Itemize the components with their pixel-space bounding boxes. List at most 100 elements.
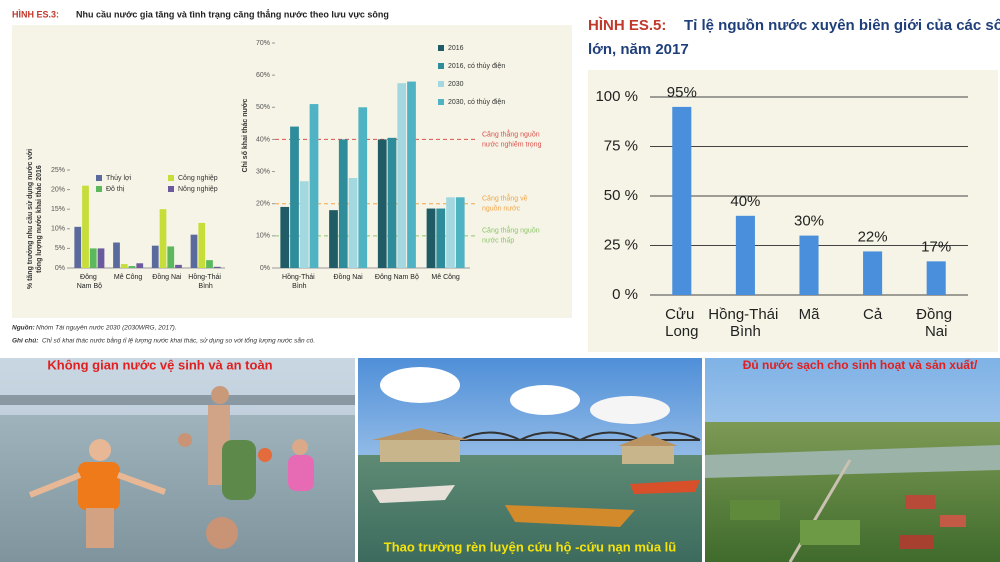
- y-tick-label: 0%: [260, 265, 270, 272]
- y-tick-label: 25 %: [604, 236, 638, 253]
- x-tick-label: Cả: [863, 306, 883, 323]
- bar: [198, 222, 206, 268]
- y-tick-label: 30%: [256, 168, 270, 175]
- bar: [735, 215, 755, 295]
- y-tick-label: 0%: [55, 265, 65, 272]
- y-tick-label: 40%: [256, 136, 270, 143]
- bar: [672, 106, 692, 296]
- bar: [387, 137, 397, 268]
- bar: [309, 104, 319, 268]
- x-tick-label: Mê Công: [431, 274, 460, 281]
- photo: [358, 358, 702, 562]
- x-tick-label: Mã: [799, 306, 820, 323]
- legend-swatch: [438, 81, 444, 87]
- legend-swatch: [438, 45, 444, 51]
- figure-label: HÌNH ES.3:: [12, 9, 59, 19]
- y-tick-label: 5%: [55, 245, 65, 252]
- legend-label: 2016, có thủy điện: [448, 62, 505, 70]
- reference-label: nguồn nước: [482, 204, 521, 213]
- legend-label: Đô thị: [106, 186, 125, 193]
- x-tick-label: Đồng Nai: [916, 306, 956, 340]
- y-tick-label: 50 %: [604, 187, 638, 204]
- y-tick-label: 100 %: [595, 88, 638, 105]
- value-label: 40%: [730, 193, 760, 210]
- bar: [436, 208, 446, 268]
- bar: [377, 139, 387, 268]
- y-tick-label: 0 %: [612, 286, 638, 303]
- bar: [151, 245, 159, 268]
- y-axis-title: tổng lượng nước khai thác 2016: [35, 165, 43, 273]
- reference-label: Căng thẳng nguồn: [482, 129, 540, 138]
- legend-swatch: [438, 99, 444, 105]
- legend-swatch: [438, 63, 444, 69]
- bar: [206, 260, 213, 268]
- source: Nhóm Tài nguyên nước 2030 (2030WRG, 2017…: [36, 325, 177, 332]
- legend-swatch: [96, 175, 102, 181]
- bar: [128, 266, 136, 268]
- figure-title: Tỉ lệ nguồn nước xuyên biên giới của các…: [684, 17, 1000, 34]
- bar: [167, 246, 175, 268]
- reference-label: nước thấp: [482, 236, 514, 245]
- y-tick-label: 75 %: [604, 137, 638, 154]
- y-tick-label: 10%: [51, 226, 65, 233]
- photo-caption: Đủ nước sạch cho sinh hoạt và sản xuất/: [743, 358, 978, 372]
- bar: [136, 263, 144, 268]
- x-tick-label: Đông Nam Bộ: [77, 274, 102, 290]
- legend-label: Thủy lợi: [106, 174, 132, 182]
- x-tick-label: Đồng Nai: [334, 272, 364, 281]
- x-tick-label: Đông Nam Bộ: [375, 274, 419, 281]
- bar: [89, 248, 97, 268]
- bar: [299, 181, 309, 268]
- x-tick-label: Cửu Long: [665, 306, 698, 340]
- x-tick-label: Đồng Nai: [152, 272, 182, 281]
- bar: [329, 210, 338, 268]
- bar: [74, 226, 82, 268]
- bar: [113, 242, 120, 268]
- reference-label: Căng thẳng nguồn: [482, 226, 540, 235]
- bar: [97, 248, 105, 268]
- value-label: 17%: [921, 238, 951, 255]
- photo: [705, 358, 1000, 562]
- bar: [446, 197, 455, 268]
- bar: [358, 107, 368, 269]
- bar: [280, 206, 290, 268]
- value-label: 95%: [667, 84, 697, 101]
- reference-label: nước nghiêm trọng: [482, 141, 542, 148]
- y-tick-label: 50%: [256, 104, 270, 111]
- figure-label: HÌNH ES.5:: [588, 17, 666, 34]
- y-tick-label: 10%: [256, 233, 270, 240]
- bar: [863, 251, 883, 295]
- photo-caption: Thao trường rèn luyện cứu hộ -cứu nạn mù…: [384, 539, 677, 554]
- figure-title: Nhu cầu nước gia tăng và tình trạng căng…: [76, 8, 389, 19]
- y-tick-label: 20%: [256, 201, 270, 208]
- bar: [455, 197, 465, 268]
- bar: [397, 83, 407, 268]
- reference-label: Căng thẳng về: [482, 194, 528, 203]
- bar: [348, 178, 358, 268]
- bar: [82, 185, 89, 268]
- legend-swatch: [96, 186, 102, 192]
- photo: [0, 358, 355, 562]
- source-label: Nguồn:: [12, 323, 35, 332]
- y-tick-label: 15%: [51, 206, 65, 213]
- note: Chỉ số khai thác nước bằng tỉ lệ lượng n…: [42, 336, 315, 345]
- legend-label: 2030, có thủy điện: [448, 98, 505, 106]
- y-tick-label: 20%: [51, 186, 65, 193]
- legend-swatch: [168, 175, 174, 181]
- legend-label: Công nghiệp: [178, 175, 218, 182]
- legend-label: Nông nghiệp: [178, 186, 218, 193]
- x-tick-label: Hồng-Thái Bình: [282, 272, 317, 290]
- note-label: Ghi chú:: [12, 338, 38, 345]
- legend-swatch: [168, 186, 174, 192]
- x-tick-label: Hồng-Thái Bình: [708, 306, 782, 340]
- bar: [190, 234, 198, 268]
- x-tick-label: Hồng-Thái Bình: [188, 272, 223, 290]
- y-axis-title: Chỉ số khai thác nước: [241, 98, 249, 172]
- x-tick-label: Mê Công: [114, 274, 143, 281]
- y-tick-label: 70%: [256, 40, 270, 47]
- photo-caption: Không gian nước vệ sinh và an toàn: [47, 357, 272, 372]
- value-label: 30%: [794, 213, 824, 230]
- y-tick-label: 25%: [51, 167, 65, 174]
